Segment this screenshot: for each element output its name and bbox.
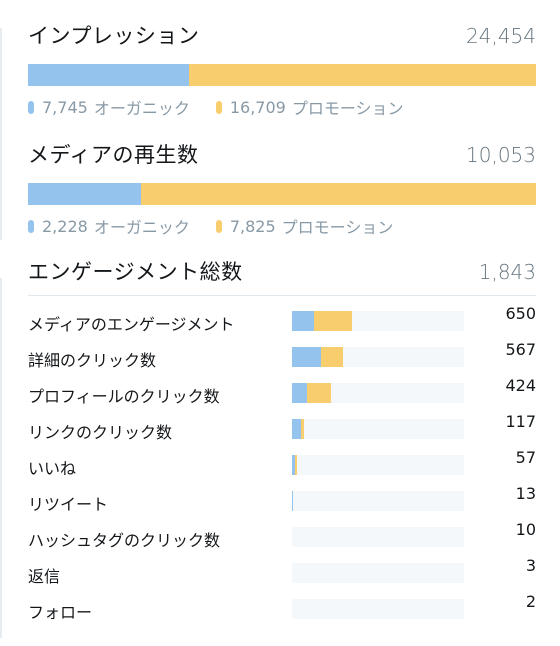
- impressions-organic-segment: [28, 64, 189, 86]
- engagement-value: 567: [505, 340, 536, 359]
- engagement-organic-fill: [292, 383, 307, 403]
- engagements-header: エンゲージメント総数 1,843: [28, 256, 536, 286]
- engagement-value: 117: [505, 412, 536, 431]
- engagement-label: ハッシュタグのクリック数: [28, 531, 221, 550]
- left-edge-marker: [0, 28, 2, 240]
- media-views-promoted-value: 7,825: [229, 216, 276, 236]
- engagement-row: フォロー 2: [28, 592, 536, 622]
- media-views-organic-value: 2,228: [42, 216, 88, 236]
- engagement-row: プロフィールのクリック数 424: [28, 376, 536, 406]
- impressions-section: インプレッション 24,454 7,745 オーガニック 16,709 プロモー…: [28, 20, 536, 119]
- engagement-value: 2: [525, 592, 536, 611]
- media-views-header: メディアの再生数 10,053: [28, 139, 536, 169]
- engagement-bar-track: [292, 491, 464, 511]
- impressions-legend: 7,745 オーガニック 16,709 プロモーション: [28, 95, 536, 119]
- engagements-total: 1,843: [478, 260, 536, 284]
- engagement-bar-track: [292, 347, 464, 367]
- engagement-promoted-fill: [314, 311, 352, 331]
- engagement-bar-track: [292, 527, 464, 547]
- media-views-title: メディアの再生数: [28, 143, 199, 167]
- engagement-value: 13: [515, 484, 536, 503]
- engagement-value: 10: [515, 520, 536, 539]
- engagement-value: 3: [525, 556, 536, 575]
- engagements-divider: [28, 295, 536, 296]
- engagement-value: 650: [505, 304, 536, 323]
- promoted-dot-icon: [215, 100, 222, 114]
- engagement-label: フォロー: [28, 603, 93, 622]
- engagement-organic-fill: [292, 311, 314, 331]
- engagement-row: メディアのエンゲージメント 650: [28, 304, 536, 334]
- engagement-label: リツイート: [28, 495, 109, 514]
- media-views-organic-label: オーガニック: [93, 218, 190, 237]
- impressions-promoted-segment: [188, 64, 536, 86]
- impressions-title: インプレッション: [28, 24, 200, 48]
- engagement-label: 詳細のクリック数: [28, 351, 157, 370]
- engagement-promoted-fill: [321, 347, 343, 367]
- engagement-row: リンクのクリック数 117: [28, 412, 536, 442]
- engagement-organic-fill: [292, 491, 293, 511]
- engagement-organic-fill: [292, 455, 295, 475]
- engagement-row: ハッシュタグのクリック数 10: [28, 520, 536, 550]
- impressions-promoted-legend: 16,709 プロモーション: [215, 95, 404, 119]
- promoted-dot-icon: [215, 219, 222, 233]
- engagement-bar-track: [292, 455, 464, 475]
- engagement-label: いいね: [28, 459, 77, 478]
- media-views-promoted-legend: 7,825 プロモーション: [215, 214, 394, 238]
- impressions-split-bar: [28, 64, 536, 86]
- engagement-promoted-fill: [295, 455, 297, 475]
- engagement-bar-track: [292, 419, 464, 439]
- left-edge-marker-2: [0, 278, 2, 638]
- impressions-organic-legend: 7,745 オーガニック: [28, 95, 190, 119]
- media-views-split-bar: [28, 183, 536, 205]
- media-views-legend: 2,228 オーガニック 7,825 プロモーション: [28, 214, 536, 238]
- organic-dot-icon: [28, 219, 34, 233]
- media-views-section: メディアの再生数 10,053 2,228 オーガニック 7,825 プロモーシ…: [28, 139, 536, 238]
- media-views-promoted-label: プロモーション: [281, 218, 394, 237]
- media-views-total: 10,053: [466, 143, 536, 167]
- impressions-organic-label: オーガニック: [93, 99, 190, 118]
- impressions-promoted-value: 16,709: [229, 97, 286, 117]
- engagement-label: メディアのエンゲージメント: [28, 315, 235, 334]
- engagement-bar-track: [292, 383, 464, 403]
- impressions-organic-value: 7,745: [42, 97, 88, 117]
- engagements-section: エンゲージメント総数 1,843: [28, 256, 536, 286]
- impressions-header: インプレッション 24,454: [28, 20, 536, 50]
- engagement-row: リツイート 13: [28, 484, 536, 514]
- media-views-organic-legend: 2,228 オーガニック: [28, 214, 190, 238]
- engagement-promoted-fill: [307, 383, 331, 403]
- engagement-bar-track: [292, 311, 464, 331]
- engagement-bar-track: [292, 599, 464, 619]
- engagement-bar-track: [292, 563, 464, 583]
- engagement-organic-fill: [292, 419, 301, 439]
- engagement-row: 詳細のクリック数 567: [28, 340, 536, 370]
- engagement-label: 返信: [28, 567, 61, 586]
- engagement-row: いいね 57: [28, 448, 536, 478]
- engagement-value: 57: [515, 448, 536, 467]
- engagement-row: 返信 3: [28, 556, 536, 586]
- engagements-title: エンゲージメント総数: [28, 260, 243, 284]
- engagement-label: プロフィールのクリック数: [28, 387, 220, 406]
- engagement-label: リンクのクリック数: [28, 423, 173, 442]
- organic-dot-icon: [28, 100, 34, 114]
- engagement-promoted-fill: [301, 419, 304, 439]
- impressions-total: 24,454: [466, 24, 536, 48]
- engagement-organic-fill: [292, 347, 321, 367]
- engagement-value: 424: [505, 376, 536, 395]
- media-views-promoted-segment: [140, 183, 536, 205]
- impressions-promoted-label: プロモーション: [291, 99, 404, 118]
- media-views-organic-segment: [28, 183, 141, 205]
